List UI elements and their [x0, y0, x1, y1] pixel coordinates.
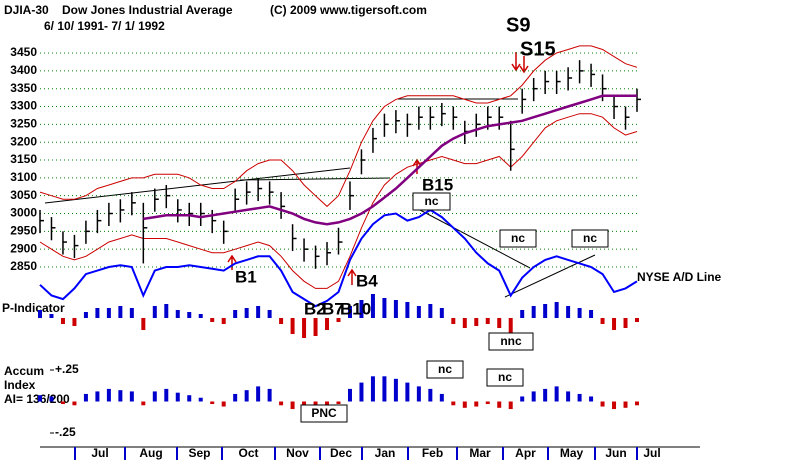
accum-tick-label: -.25: [55, 425, 76, 439]
note-box: [300, 404, 348, 423]
signal-label: B15: [422, 175, 453, 194]
x-tick-label: Oct: [238, 446, 258, 460]
p-label: P-Indicator: [2, 301, 65, 315]
signal-label: S9: [506, 14, 530, 36]
x-tick-label: Aug: [139, 446, 162, 460]
signal-label: B2: [304, 299, 326, 318]
note-label: nc: [583, 231, 597, 245]
signal-label: B7: [322, 299, 344, 318]
x-tick-label: May: [560, 446, 584, 460]
x-tick-label: Jul: [643, 446, 660, 460]
chart-title: Dow Jones Industrial Average: [62, 3, 233, 17]
note-label: nc: [438, 362, 452, 376]
accum-label: Index: [4, 378, 36, 392]
note-label: nnc: [500, 334, 522, 348]
y-tick-label: 2850: [10, 259, 37, 273]
accum-tick-label: +.25: [55, 362, 79, 376]
y-tick-label: 3100: [10, 170, 37, 184]
x-tick-label: Nov: [286, 446, 309, 460]
x-tick-label: Sep: [188, 446, 210, 460]
upper-band: [39, 45, 638, 208]
note-box: [412, 192, 451, 211]
ai-label: AI= 136/200: [4, 392, 70, 406]
y-tick-label: 2950: [10, 224, 37, 238]
note-box: [488, 332, 534, 351]
x-tick-label: Jun: [605, 446, 626, 460]
y-tick-label: 3200: [10, 134, 37, 148]
copyright: (C) 2009 www.tigersoft.com: [270, 3, 427, 17]
x-tick-label: Mar: [469, 446, 491, 460]
signal-label: S15: [520, 38, 556, 60]
signal-label: B4: [356, 271, 378, 290]
x-tick-label: Feb: [422, 446, 443, 460]
signal-label: B10: [340, 299, 371, 318]
signal-label: B1: [235, 267, 257, 286]
y-tick-label: 3150: [10, 152, 37, 166]
y-tick-label: 2900: [10, 241, 37, 255]
trend-lines: [44, 98, 596, 298]
y-tick-label: 3000: [10, 206, 37, 220]
note-label: nc: [511, 231, 525, 245]
signal-arrows: [227, 52, 529, 285]
symbol: DJIA-30: [4, 3, 49, 17]
note-box: [486, 368, 524, 387]
x-tick-label: Jul: [91, 446, 108, 460]
note-box: [426, 360, 464, 379]
note-box: [499, 229, 537, 248]
y-tick-label: 3450: [10, 45, 37, 59]
y-tick-label: 3300: [10, 99, 37, 113]
note-label: nc: [498, 370, 512, 384]
accum-label: Accum: [4, 364, 44, 378]
note-label: nc: [424, 194, 438, 208]
trend-line: [504, 254, 596, 298]
ad-line: [39, 208, 638, 308]
x-tick-label: Dec: [330, 446, 352, 460]
y-tick-label: 3250: [10, 117, 37, 131]
y-tick-label: 3350: [10, 81, 37, 95]
note-label: PNC: [311, 406, 337, 420]
moving-average: [143, 94, 637, 226]
y-tick-label: 3400: [10, 63, 37, 77]
arrow: [227, 254, 237, 270]
trend-line: [44, 167, 351, 204]
note-box: [571, 229, 609, 248]
y-tick-label: 3050: [10, 188, 37, 202]
arrow: [347, 268, 357, 285]
ad-label: NYSE A/D Line: [637, 270, 722, 284]
x-tick-label: Apr: [515, 446, 536, 460]
subtitle: 6/ 10/ 1991- 7/ 1/ 1992: [44, 19, 165, 33]
lower-band: [39, 113, 638, 289]
trend-line: [419, 209, 531, 269]
arrow: [511, 52, 529, 74]
x-tick-label: Jan: [375, 446, 396, 460]
